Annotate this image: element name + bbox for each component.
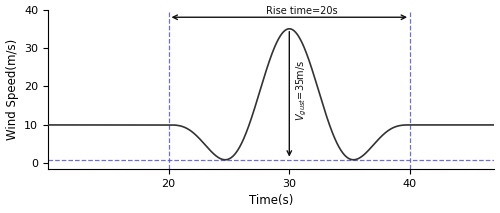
X-axis label: Time(s): Time(s): [249, 194, 294, 207]
Text: Rise time=20s: Rise time=20s: [266, 6, 337, 16]
Y-axis label: Wind Speed(m/s): Wind Speed(m/s): [6, 39, 18, 140]
Text: $V_{gust}$=35m/s: $V_{gust}$=35m/s: [294, 60, 308, 121]
